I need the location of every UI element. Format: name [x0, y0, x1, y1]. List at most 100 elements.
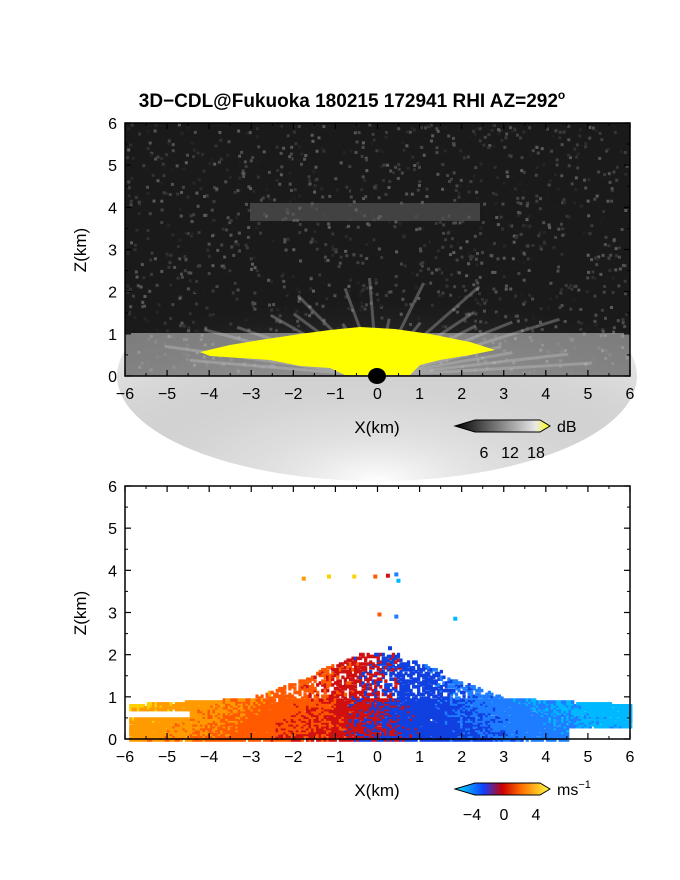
velocity-cell	[265, 704, 269, 708]
velocity-cell	[454, 721, 459, 725]
velocity-cell	[215, 709, 219, 714]
speckle	[428, 240, 432, 244]
velocity-cell	[389, 719, 393, 723]
velocity-cell	[454, 679, 459, 683]
speckle	[567, 286, 571, 290]
velocity-cell	[401, 728, 406, 733]
velocity-cell	[333, 724, 337, 729]
velocity-cell	[391, 686, 396, 691]
speckle	[438, 220, 442, 224]
speckle	[168, 137, 172, 141]
velocity-cell	[424, 721, 428, 725]
velocity-cell	[394, 709, 398, 714]
speckle	[175, 164, 179, 168]
speckle	[508, 223, 512, 227]
velocity-cell	[434, 709, 438, 714]
velocity-cell	[305, 681, 310, 685]
velocity-cell	[321, 702, 325, 706]
velocity-cell	[278, 717, 282, 721]
velocity-cell	[260, 704, 264, 708]
speckle	[196, 151, 200, 155]
speckle	[435, 146, 439, 150]
velocity-cell	[217, 719, 221, 723]
speckle	[522, 170, 526, 174]
velocity-cell	[177, 717, 181, 721]
speckle	[517, 272, 521, 276]
velocity-cell	[432, 713, 436, 718]
velocity-cell	[381, 721, 385, 725]
velocity-cell	[162, 738, 166, 742]
velocity-cell	[358, 662, 363, 666]
speckle	[382, 133, 386, 137]
velocity-cell	[285, 726, 289, 731]
speckle	[238, 176, 242, 180]
velocity-cell	[429, 721, 433, 725]
velocity-cell	[394, 715, 398, 719]
y-tick-label: 1	[108, 327, 117, 344]
velocity-cell	[454, 686, 459, 691]
velocity-cell	[144, 732, 148, 737]
velocity-cell	[353, 698, 358, 702]
velocity-cell	[204, 705, 209, 710]
velocity-cell	[162, 707, 166, 712]
speckle	[538, 207, 542, 211]
velocity-cell	[364, 686, 368, 691]
velocity-cell	[442, 738, 446, 742]
velocity-cell	[472, 732, 476, 737]
speckle	[420, 126, 424, 130]
velocity-cell	[321, 732, 325, 737]
speckle	[320, 187, 324, 191]
velocity-cell	[179, 724, 183, 729]
velocity-cell	[252, 728, 257, 733]
speckle	[216, 123, 220, 127]
velocity-cell	[427, 732, 431, 737]
speckle	[562, 198, 566, 202]
velocity-cell	[401, 673, 406, 678]
velocity-cell	[230, 730, 234, 735]
velocity-cell	[154, 738, 158, 742]
velocity-cell	[459, 726, 464, 731]
speckle	[467, 262, 471, 266]
velocity-cell	[394, 713, 398, 718]
velocity-cell	[268, 730, 272, 735]
speckle	[510, 130, 514, 134]
velocity-cell	[409, 713, 413, 718]
velocity-cell	[369, 686, 373, 691]
velocity-cell	[136, 724, 140, 729]
velocity-cell	[419, 715, 423, 719]
velocity-cell	[427, 722, 431, 727]
velocity-cell	[361, 705, 365, 710]
velocity-cell	[290, 719, 295, 723]
velocity-cell	[467, 686, 471, 691]
velocity-cell	[389, 736, 393, 740]
speckle	[176, 252, 180, 256]
velocity-cell	[144, 721, 148, 725]
velocity-cell	[260, 702, 264, 706]
velocity-cell	[270, 690, 274, 695]
velocity-cell	[192, 724, 196, 729]
speckle	[506, 212, 510, 216]
speckle	[588, 136, 592, 140]
speckle	[595, 257, 599, 261]
velocity-cell	[467, 694, 471, 699]
velocity-cell	[412, 705, 416, 710]
velocity-cell	[230, 719, 234, 723]
velocity-cell	[204, 722, 209, 727]
velocity-cell	[278, 688, 282, 693]
velocity-cell	[384, 707, 388, 712]
velocity-cell	[351, 660, 355, 664]
speckle	[468, 254, 472, 258]
velocity-cell	[260, 732, 264, 737]
velocity-cell	[313, 721, 317, 725]
velocity-cell	[288, 724, 292, 729]
velocity-cell	[414, 728, 418, 733]
velocity-cell	[242, 700, 247, 704]
velocity-cell	[189, 707, 194, 712]
velocity-cell	[257, 722, 262, 727]
velocity-cell	[351, 732, 355, 737]
speckle	[160, 221, 164, 225]
velocity-cell	[237, 702, 241, 706]
velocity-cell	[257, 726, 262, 731]
velocity-cell	[454, 692, 459, 697]
velocity-cell	[412, 724, 416, 729]
